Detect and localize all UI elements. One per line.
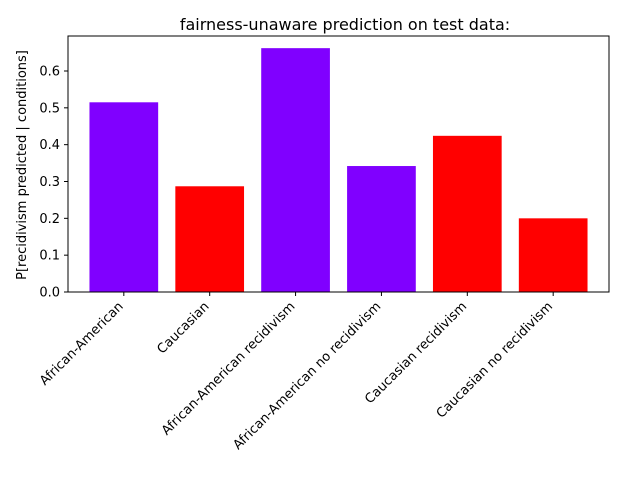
bar [432, 135, 502, 292]
y-tick-label: 0.1 [39, 249, 60, 264]
y-axis-label: P[recidivism predicted | conditions] [15, 50, 30, 280]
plot-area: 0.0 0.1 0.2 0.3 0.4 0.5 0.6 African-American Cau… [37, 35, 610, 453]
y-tick-label: 0.4 [39, 138, 60, 153]
y-tick-label: 0.0 [39, 286, 60, 301]
plot-frame [67, 35, 610, 293]
bar [261, 48, 330, 292]
bar [347, 166, 416, 292]
y-tick-label: 0.2 [39, 212, 60, 227]
y-tick-label: 0.5 [39, 101, 60, 116]
x-tick-label: Caucasian [155, 299, 213, 357]
y-tick-label: 0.6 [39, 64, 60, 79]
bar [518, 218, 588, 292]
bar [175, 186, 245, 292]
bar [89, 102, 159, 292]
y-tick-label: 0.3 [39, 175, 60, 190]
chart-title: fairness-unaware prediction on test data… [180, 15, 510, 34]
x-tick-label: African-American [37, 299, 127, 389]
x-tick-label: African-American no recidivism [230, 299, 384, 453]
